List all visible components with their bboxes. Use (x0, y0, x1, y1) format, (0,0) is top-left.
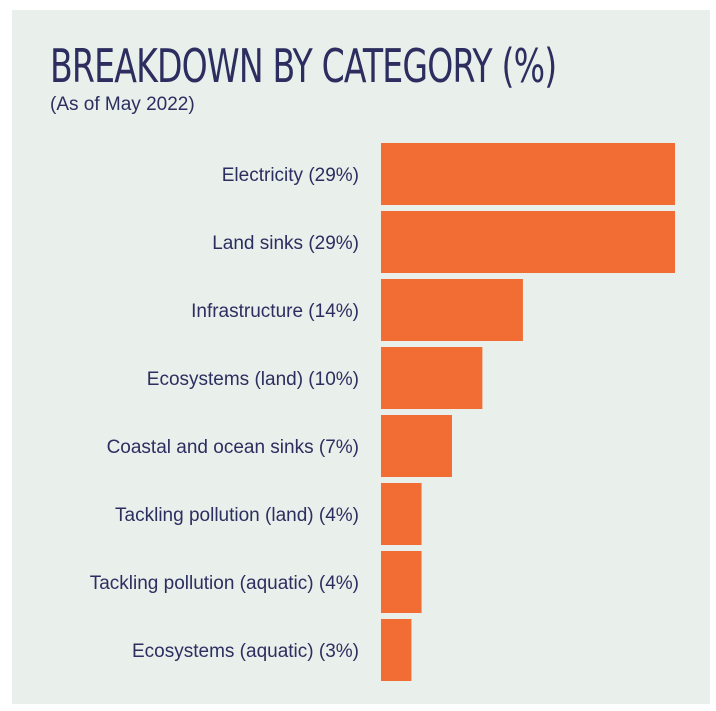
category-label: Land sinks (29%) (212, 233, 359, 254)
chart-panel: BREAKDOWN BY CATEGORY (%) (As of May 202… (12, 10, 710, 704)
bar-6 (381, 551, 422, 613)
bar-7 (381, 619, 412, 681)
category-label: Ecosystems (aquatic) (3%) (132, 641, 359, 662)
bar-chart: Electricity (29%) Land sinks (29%) Infrast… (90, 143, 675, 681)
bar-4 (381, 415, 452, 477)
bar-2 (381, 279, 523, 341)
category-label: Tackling pollution (aquatic) (4%) (90, 573, 359, 594)
chart-subtitle: (As of May 2022) (50, 94, 195, 115)
category-label: Infrastructure (14%) (191, 301, 359, 322)
bar-3 (381, 347, 483, 409)
category-label: Coastal and ocean sinks (7%) (107, 437, 359, 458)
category-label: Tackling pollution (land) (4%) (115, 505, 359, 526)
category-label: Electricity (29%) (222, 165, 359, 186)
bar-5 (381, 483, 422, 545)
bar-0 (381, 143, 675, 205)
category-label: Ecosystems (land) (10%) (147, 369, 359, 390)
chart-title: BREAKDOWN BY CATEGORY (%) (50, 39, 557, 93)
bar-1 (381, 211, 675, 273)
